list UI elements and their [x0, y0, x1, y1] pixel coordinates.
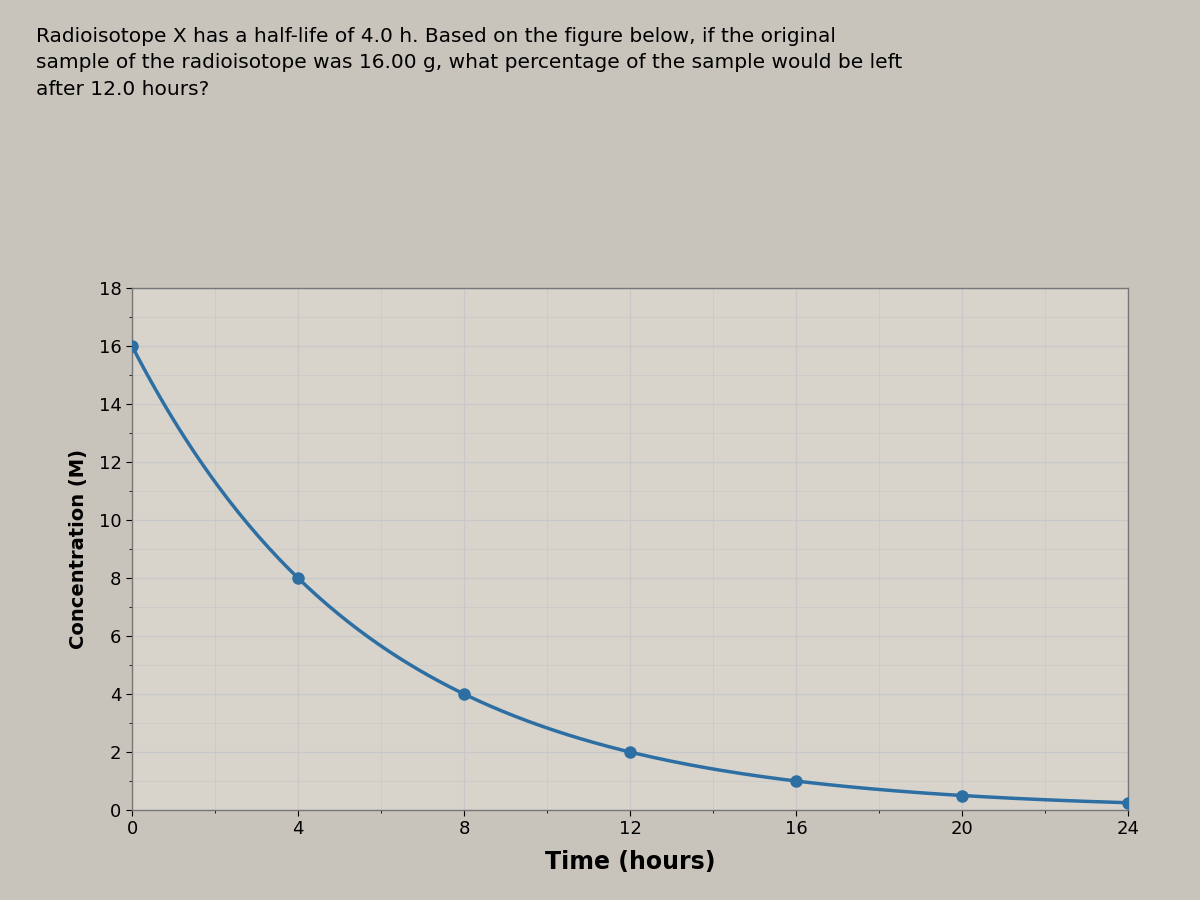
- Text: Radioisotope X has a half-life of 4.0 h. Based on the figure below, if the origi: Radioisotope X has a half-life of 4.0 h.…: [36, 27, 902, 99]
- X-axis label: Time (hours): Time (hours): [545, 850, 715, 874]
- Y-axis label: Concentration (M): Concentration (M): [68, 449, 88, 649]
